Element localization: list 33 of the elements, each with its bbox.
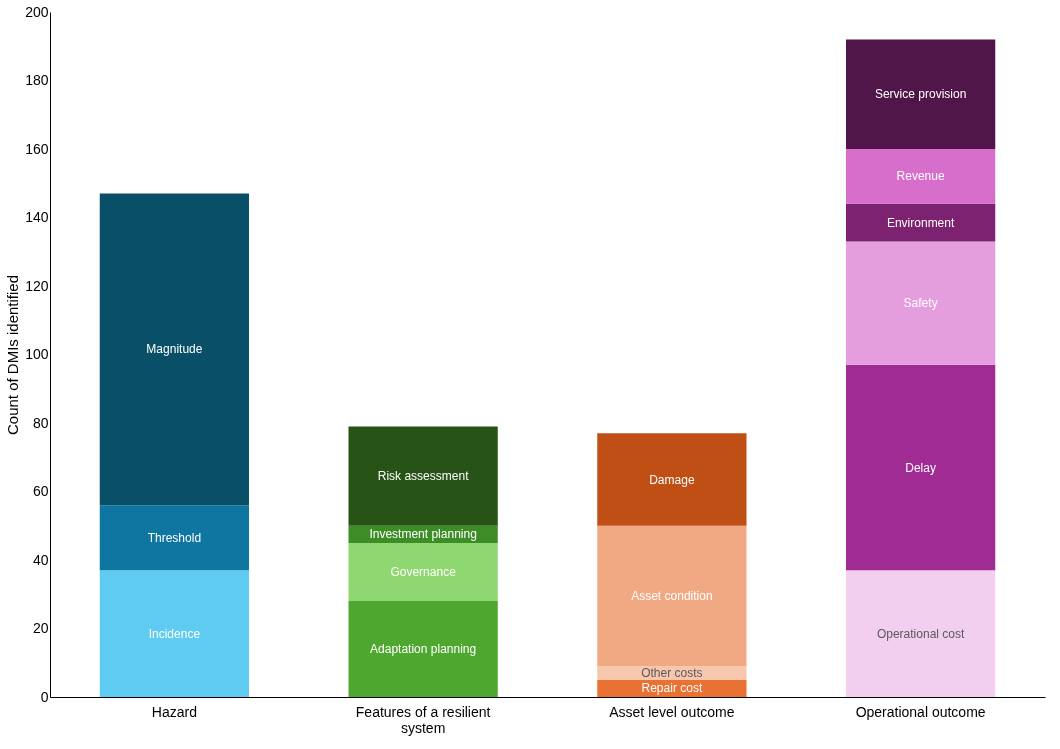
series-label: Investment planning [369, 527, 477, 542]
y-tick-label: 140 [25, 209, 49, 225]
series-label: Other costs [641, 666, 703, 681]
y-tick-label: 160 [25, 140, 49, 157]
y-tick-label: 120 [25, 277, 49, 294]
series-label: Environment [886, 215, 955, 230]
y-axis-title: Count of DMIs identified [4, 274, 22, 436]
series-label: Operational cost [876, 626, 965, 641]
y-tick-label: 180 [25, 72, 49, 88]
series-label: Governance [390, 564, 457, 579]
series-label: Repair cost [641, 681, 703, 696]
series-label: Risk assessment [377, 469, 470, 484]
y-tick-label: 40 [32, 551, 49, 568]
series-label: Asset condition [631, 588, 713, 603]
series-label: Incidence [148, 626, 201, 641]
y-tick-label: 0 [40, 688, 49, 705]
y-tick-label: 100 [25, 346, 49, 362]
series-label: Service provision [874, 87, 967, 102]
series-label: Revenue [896, 169, 945, 184]
y-tick-label: 80 [32, 414, 49, 431]
x-tick-label: Hazard [151, 703, 197, 720]
series-label: Magnitude [146, 342, 203, 357]
series-label: Adaptation planning [370, 642, 477, 657]
x-tick-label: Features of a resilient system [355, 703, 491, 736]
y-tick-label: 60 [32, 483, 49, 499]
x-tick-label: Operational outcome [855, 703, 986, 720]
series-label: Delay [905, 460, 936, 475]
series-label: Damage [649, 472, 695, 487]
series-label: Threshold [147, 530, 202, 545]
x-tick-label: Asset level outcome [609, 703, 735, 720]
series-label: Safety [903, 296, 938, 311]
y-tick-label: 200 [25, 3, 49, 20]
y-tick-label: 20 [32, 620, 49, 636]
